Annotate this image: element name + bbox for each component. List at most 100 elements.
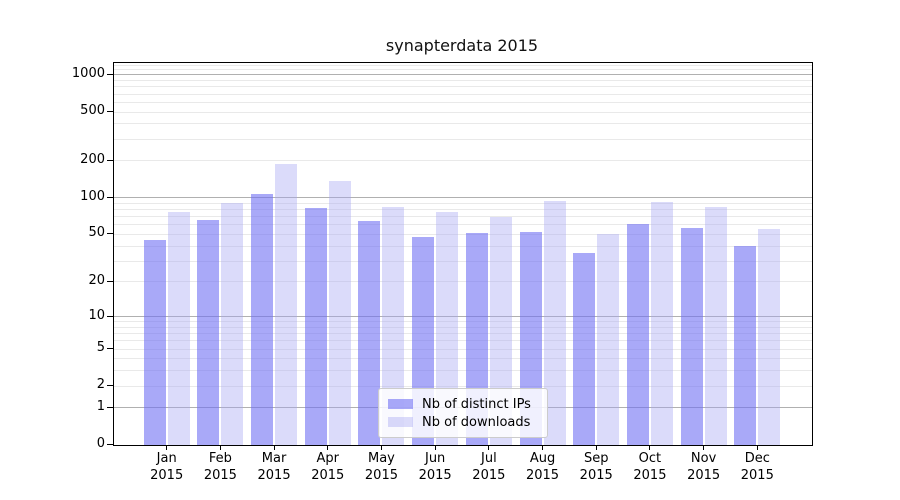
bar-distinct-ips-may <box>358 220 381 445</box>
bar-downloads-nov <box>704 207 727 445</box>
y-tick-label-1: 1 <box>96 398 105 414</box>
month-text: May <box>368 451 395 466</box>
minor-gridline <box>114 321 812 323</box>
minor-gridline <box>114 370 812 372</box>
minor-gridline <box>114 202 812 204</box>
minor-gridline <box>114 160 812 162</box>
legend-item-downloads: Nb of downloads <box>388 413 539 431</box>
month-text: Oct <box>638 451 662 466</box>
minor-gridline <box>114 326 812 328</box>
minor-gridline <box>114 111 812 113</box>
x-tick-label-aug: Aug 2015 <box>511 450 575 484</box>
y-tick-mark <box>107 280 113 282</box>
minor-gridline <box>114 101 812 103</box>
minor-gridline <box>114 281 812 283</box>
y-tick-mark <box>107 233 113 235</box>
chart-title: synapterdata 2015 <box>385 36 539 55</box>
x-tick-mark <box>488 445 490 450</box>
x-tick-label-mar: Mar 2015 <box>242 450 306 484</box>
bar-downloads-mar <box>275 163 298 445</box>
bar-distinct-ips-feb <box>197 219 220 445</box>
year-text: 2015 <box>579 468 613 483</box>
year-text: 2015 <box>364 468 398 483</box>
y-tick-mark <box>107 111 113 113</box>
legend: Nb of distinct IPs Nb of downloads <box>378 388 548 438</box>
x-tick-mark <box>380 445 382 450</box>
x-tick-label-dec: Dec 2015 <box>725 450 789 484</box>
y-tick-label-50: 50 <box>88 225 105 241</box>
bar-downloads-jul <box>489 216 512 445</box>
y-tick-mark <box>107 348 113 350</box>
plot-area: Nb of distinct IPs Nb of downloads <box>113 62 813 446</box>
month-text: Dec <box>744 451 770 466</box>
x-tick-label-jan: Jan 2015 <box>135 450 199 484</box>
minor-gridline <box>114 348 812 350</box>
x-tick-mark <box>703 445 705 450</box>
y-tick-label-0: 0 <box>96 436 105 451</box>
y-tick-mark <box>107 406 113 408</box>
x-tick-mark <box>166 445 168 450</box>
legend-label-downloads: Nb of downloads <box>422 414 531 430</box>
x-tick-mark <box>595 445 597 450</box>
bar-downloads-aug <box>543 200 566 445</box>
x-tick-mark <box>542 445 544 450</box>
bar-distinct-ips-apr <box>304 208 327 445</box>
minor-gridline <box>114 69 812 71</box>
minor-gridline <box>114 358 812 360</box>
year-text: 2015 <box>472 468 506 483</box>
minor-gridline <box>114 216 812 218</box>
x-tick-label-feb: Feb 2015 <box>188 450 252 484</box>
month-text: Mar <box>261 451 287 466</box>
x-tick-mark <box>273 445 275 450</box>
x-tick-label-jun: Jun 2015 <box>403 450 467 484</box>
minor-gridline <box>114 123 812 125</box>
bar-downloads-apr <box>328 181 351 445</box>
x-tick-label-apr: Apr 2015 <box>296 450 360 484</box>
y-tick-label-5: 5 <box>96 340 105 356</box>
x-tick-label-sep: Sep 2015 <box>564 450 628 484</box>
month-text: Feb <box>208 451 232 466</box>
legend-swatch-distinct-ips <box>388 399 413 409</box>
month-text: Jul <box>481 451 497 466</box>
minor-gridline <box>114 86 812 88</box>
year-text: 2015 <box>150 468 184 483</box>
x-tick-mark <box>327 445 329 450</box>
bar-downloads-oct <box>650 202 673 445</box>
month-text: Apr <box>316 451 340 466</box>
x-tick-label-jul: Jul 2015 <box>457 450 521 484</box>
y-tick-mark <box>107 159 113 161</box>
month-text: Nov <box>690 451 717 466</box>
bar-distinct-ips-dec <box>734 246 757 445</box>
bar-downloads-jun <box>436 211 459 445</box>
minor-gridline <box>114 209 812 211</box>
year-text: 2015 <box>525 468 560 483</box>
bar-distinct-ips-nov <box>680 227 703 445</box>
y-tick-mark <box>107 385 113 387</box>
bar-distinct-ips-oct <box>626 223 649 445</box>
y-tick-mark <box>107 73 113 75</box>
year-text: 2015 <box>257 468 291 483</box>
year-text: 2015 <box>311 468 345 483</box>
minor-gridline <box>114 340 812 342</box>
y-tick-mark <box>107 196 113 198</box>
y-tick-label-500: 500 <box>80 103 105 119</box>
bar-distinct-ips-sep <box>573 253 596 445</box>
x-tick-mark <box>649 445 651 450</box>
year-text: 2015 <box>203 468 237 483</box>
y-tick-label-1000: 1000 <box>71 65 105 81</box>
month-text: Sep <box>583 451 609 466</box>
bar-downloads-sep <box>597 234 620 445</box>
legend-swatch-downloads <box>388 417 413 427</box>
minor-gridline <box>114 233 812 235</box>
x-tick-mark <box>219 445 221 450</box>
minor-gridline <box>114 333 812 335</box>
bar-downloads-jan <box>167 212 190 445</box>
x-tick-mark <box>434 445 436 450</box>
x-tick-label-may: May 2015 <box>349 450 413 484</box>
y-tick-label-20: 20 <box>88 272 105 288</box>
major-gridline <box>114 74 812 76</box>
minor-gridline <box>114 64 812 66</box>
y-tick-label-100: 100 <box>80 188 105 204</box>
month-text: Jan <box>156 451 177 466</box>
